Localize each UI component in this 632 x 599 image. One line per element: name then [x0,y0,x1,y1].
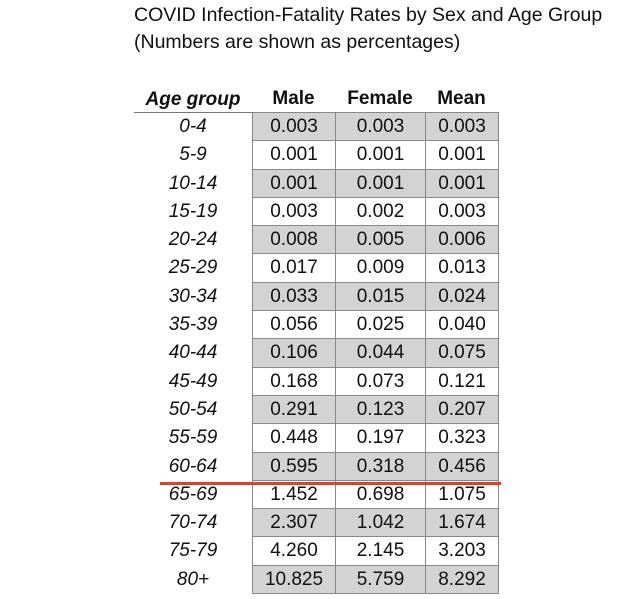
header-male: Male [272,88,315,109]
age-group-column: 0-4 5-9 10-14 15-19 20-24 25-29 30-34 35-39 40-4… [134,113,252,594]
cell-female: 0.318 [336,452,426,481]
cell-mean: 0.121 [426,367,499,396]
age-group-label: 10-14 [168,172,218,194]
document-title: COVID Infection-Fatality Rates by Sex an… [134,2,602,56]
cell-male: 0.033 [253,282,336,312]
cell-female: 1.042 [336,509,426,538]
cell-female: 0.025 [336,311,426,340]
cell-female: 0.044 [336,339,426,368]
table-row: 0.595 0.318 0.456 [253,452,499,481]
cell-mean: 0.001 [426,141,499,170]
age-group-label: 50-54 [168,398,218,420]
age-group-label: 30-34 [168,285,218,307]
cell-female: 0.123 [336,395,426,425]
cell-mean: 0.006 [426,226,499,255]
cell-male: 0.003 [253,113,336,142]
age-group-label: 80+ [176,568,210,590]
cell-mean: 0.024 [426,282,499,312]
age-group-label: 35-39 [168,314,218,336]
cell-male: 0.008 [253,226,336,255]
table-row: 0.106 0.044 0.075 [253,339,499,368]
table-row: 0.448 0.197 0.323 [253,424,499,453]
age-group-label: 55-59 [168,427,218,449]
cell-mean: 0.207 [426,395,499,425]
title-line-2: (Numbers are shown as percentages) [134,31,461,53]
age-group-label: 75-79 [168,540,218,562]
cell-female: 0.197 [336,424,426,453]
header-age-group: Age group [145,89,241,110]
table-row: 0.017 0.009 0.013 [253,254,499,283]
age-group-label: 20-24 [168,229,218,251]
title-line-1: COVID Infection-Fatality Rates by Sex an… [134,4,603,26]
table-row: 0.001 0.001 0.001 [253,169,499,198]
cell-female: 0.073 [336,367,426,396]
age-group-label: 45-49 [168,370,218,392]
cell-female: 0.698 [336,480,426,510]
cell-mean: 3.203 [426,537,499,566]
cell-mean: 0.040 [426,311,499,340]
cell-male: 0.168 [253,367,336,396]
table-row: 4.260 2.145 3.203 [253,537,499,566]
table-row: 0.008 0.005 0.006 [253,226,499,255]
cell-mean: 0.456 [426,452,499,481]
cell-female: 0.015 [336,282,426,312]
cell-male: 0.448 [253,424,336,453]
table-row: 0.291 0.123 0.207 [253,395,499,425]
age-group-label: 40-44 [168,342,218,364]
age-group-label: 65-69 [168,483,218,505]
table-row: 0.168 0.073 0.121 [253,367,499,396]
table-row: 2.307 1.042 1.674 [253,509,499,538]
cell-mean: 0.075 [426,339,499,368]
table-row: 0.003 0.003 0.003 [253,113,499,142]
rates-table: 0.003 0.003 0.003 0.001 0.001 0.001 0.001 0.001… [252,112,499,595]
cell-female: 0.003 [336,113,426,142]
table-row: 0.033 0.015 0.024 [253,282,499,312]
cell-male: 0.017 [253,254,336,283]
header-female: Female [347,88,413,109]
cell-mean: 1.075 [426,480,499,510]
age-group-label: 5-9 [179,144,207,166]
cell-female: 0.005 [336,226,426,255]
cell-female: 0.009 [336,254,426,283]
age-group-label: 70-74 [168,512,218,534]
cell-mean: 0.013 [426,254,499,283]
age-group-label: 60-64 [168,455,218,477]
cell-female: 5.759 [336,565,426,595]
cell-mean: 0.001 [426,169,499,198]
cell-male: 0.056 [253,311,336,340]
age-group-label: 0-4 [179,116,207,137]
cell-male: 1.452 [253,480,336,510]
cell-female: 2.145 [336,537,426,566]
cell-mean: 0.323 [426,424,499,453]
cell-male: 0.001 [253,141,336,170]
cell-mean: 1.674 [426,509,499,538]
age-group-label: 15-19 [168,200,218,222]
cell-male: 0.291 [253,395,336,425]
cell-female: 0.001 [336,141,426,170]
cell-male: 4.260 [253,537,336,566]
table-row: 0.003 0.002 0.003 [253,197,499,227]
cell-female: 0.002 [336,197,426,227]
header-mean: Mean [437,88,486,109]
cell-female: 0.001 [336,169,426,198]
cell-male: 0.595 [253,452,336,481]
cell-mean: 0.003 [426,197,499,227]
cell-mean: 8.292 [426,565,499,595]
cell-male: 0.001 [253,169,336,198]
cell-male: 2.307 [253,509,336,538]
cell-mean: 0.003 [426,113,499,142]
header-underline [134,112,252,113]
table-row: 10.825 5.759 8.292 [253,565,499,595]
cell-male: 10.825 [253,565,336,595]
cell-male: 0.003 [253,197,336,227]
age-65-divider-line [160,482,501,485]
table-row: 0.056 0.025 0.040 [253,311,499,340]
age-group-label: 25-29 [168,257,218,279]
table-row: 0.001 0.001 0.001 [253,141,499,170]
cell-male: 0.106 [253,339,336,368]
table-row: 1.452 0.698 1.075 [253,480,499,510]
